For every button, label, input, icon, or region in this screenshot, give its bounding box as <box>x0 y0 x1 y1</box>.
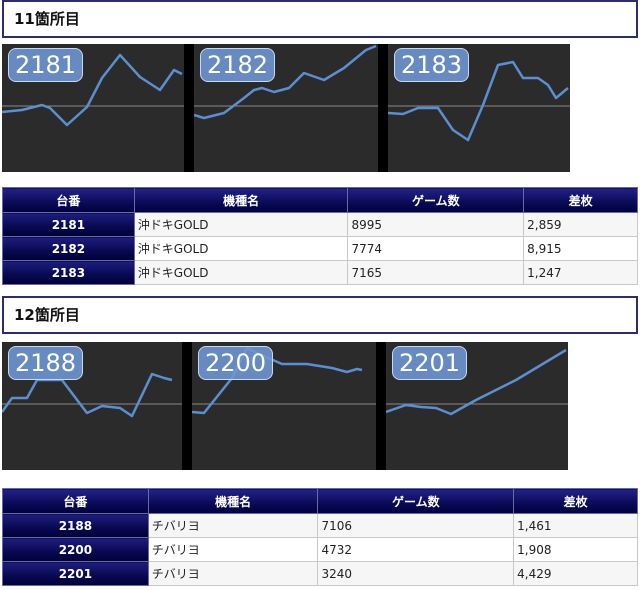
slump-graph[interactable]: 2182 <box>194 44 378 172</box>
model-cell: チバリヨ <box>147 561 319 586</box>
graph-divider <box>378 44 388 172</box>
table-header-row: 台番 機種名 ゲーム数 差枚 <box>2 488 638 514</box>
machine-number-cell[interactable]: 2201 <box>2 561 149 586</box>
slump-line <box>386 348 567 416</box>
col-header-model: 機種名 <box>133 187 349 213</box>
graph-machine-label: 2201 <box>392 346 468 380</box>
games-cell: 7106 <box>317 513 515 538</box>
diff-cell: 1,908 <box>513 537 638 562</box>
slump-graph[interactable]: 2188 <box>2 342 182 470</box>
section-title-12: 12箇所目 <box>2 296 638 334</box>
table-row: 2181 沖ドキGOLD 8995 2,859 <box>2 212 638 237</box>
games-cell: 7165 <box>347 260 525 285</box>
games-cell: 8995 <box>347 212 525 237</box>
model-cell: 沖ドキGOLD <box>133 236 349 261</box>
table-row: 2183 沖ドキGOLD 7165 1,247 <box>2 260 638 285</box>
diff-cell: 8,915 <box>523 236 638 261</box>
diff-cell: 2,859 <box>523 212 638 237</box>
machine-table-11: 台番 機種名 ゲーム数 差枚 2181 沖ドキGOLD 8995 2,859 2… <box>2 187 638 285</box>
graph-row-11: 2181 2182 2183 <box>2 44 570 172</box>
graph-divider <box>376 342 386 470</box>
machine-table-12: 台番 機種名 ゲーム数 差枚 2188 チバリヨ 7106 1,461 2200… <box>2 488 638 586</box>
model-cell: 沖ドキGOLD <box>133 212 349 237</box>
machine-number-cell[interactable]: 2182 <box>2 236 135 261</box>
graph-machine-label: 2188 <box>8 346 84 380</box>
slump-line <box>192 346 363 415</box>
graph-machine-label: 2182 <box>200 48 276 82</box>
slump-graph[interactable]: 2181 <box>2 44 184 172</box>
games-cell: 4732 <box>317 537 515 562</box>
model-cell: チバリヨ <box>147 513 319 538</box>
table-row: 2188 チバリヨ 7106 1,461 <box>2 513 638 538</box>
games-cell: 3240 <box>317 561 515 586</box>
table-header-row: 台番 機種名 ゲーム数 差枚 <box>2 187 638 213</box>
table-row: 2182 沖ドキGOLD 7774 8,915 <box>2 236 638 261</box>
slump-line <box>388 60 569 142</box>
graph-machine-label: 2181 <box>8 48 84 82</box>
machine-number-cell[interactable]: 2183 <box>2 260 135 285</box>
graph-machine-label: 2200 <box>198 346 274 380</box>
graph-machine-label: 2183 <box>394 48 470 82</box>
slump-graph[interactable]: 2200 <box>192 342 376 470</box>
graph-row-12: 2188 2200 2201 <box>2 342 568 470</box>
slump-line <box>2 53 183 127</box>
diff-cell: 4,429 <box>513 561 638 586</box>
table-row: 2201 チバリヨ 3240 4,429 <box>2 561 638 586</box>
col-header-diff: 差枚 <box>513 488 638 514</box>
slump-line <box>2 372 173 418</box>
model-cell: チバリヨ <box>147 537 319 562</box>
slump-line <box>194 44 377 120</box>
machine-number-cell[interactable]: 2200 <box>2 537 149 562</box>
diff-cell: 1,247 <box>523 260 638 285</box>
slump-graph[interactable]: 2183 <box>388 44 570 172</box>
col-header-games: ゲーム数 <box>347 187 525 213</box>
col-header-diff: 差枚 <box>523 187 638 213</box>
col-header-number: 台番 <box>2 488 149 514</box>
graph-divider <box>184 44 194 172</box>
games-cell: 7774 <box>347 236 525 261</box>
diff-cell: 1,461 <box>513 513 638 538</box>
col-header-games: ゲーム数 <box>317 488 515 514</box>
model-cell: 沖ドキGOLD <box>133 260 349 285</box>
col-header-number: 台番 <box>2 187 135 213</box>
graph-divider <box>182 342 192 470</box>
col-header-model: 機種名 <box>147 488 319 514</box>
slump-graph[interactable]: 2201 <box>386 342 568 470</box>
section-title-11: 11箇所目 <box>2 0 638 38</box>
machine-number-cell[interactable]: 2181 <box>2 212 135 237</box>
machine-number-cell[interactable]: 2188 <box>2 513 149 538</box>
table-row: 2200 チバリヨ 4732 1,908 <box>2 537 638 562</box>
